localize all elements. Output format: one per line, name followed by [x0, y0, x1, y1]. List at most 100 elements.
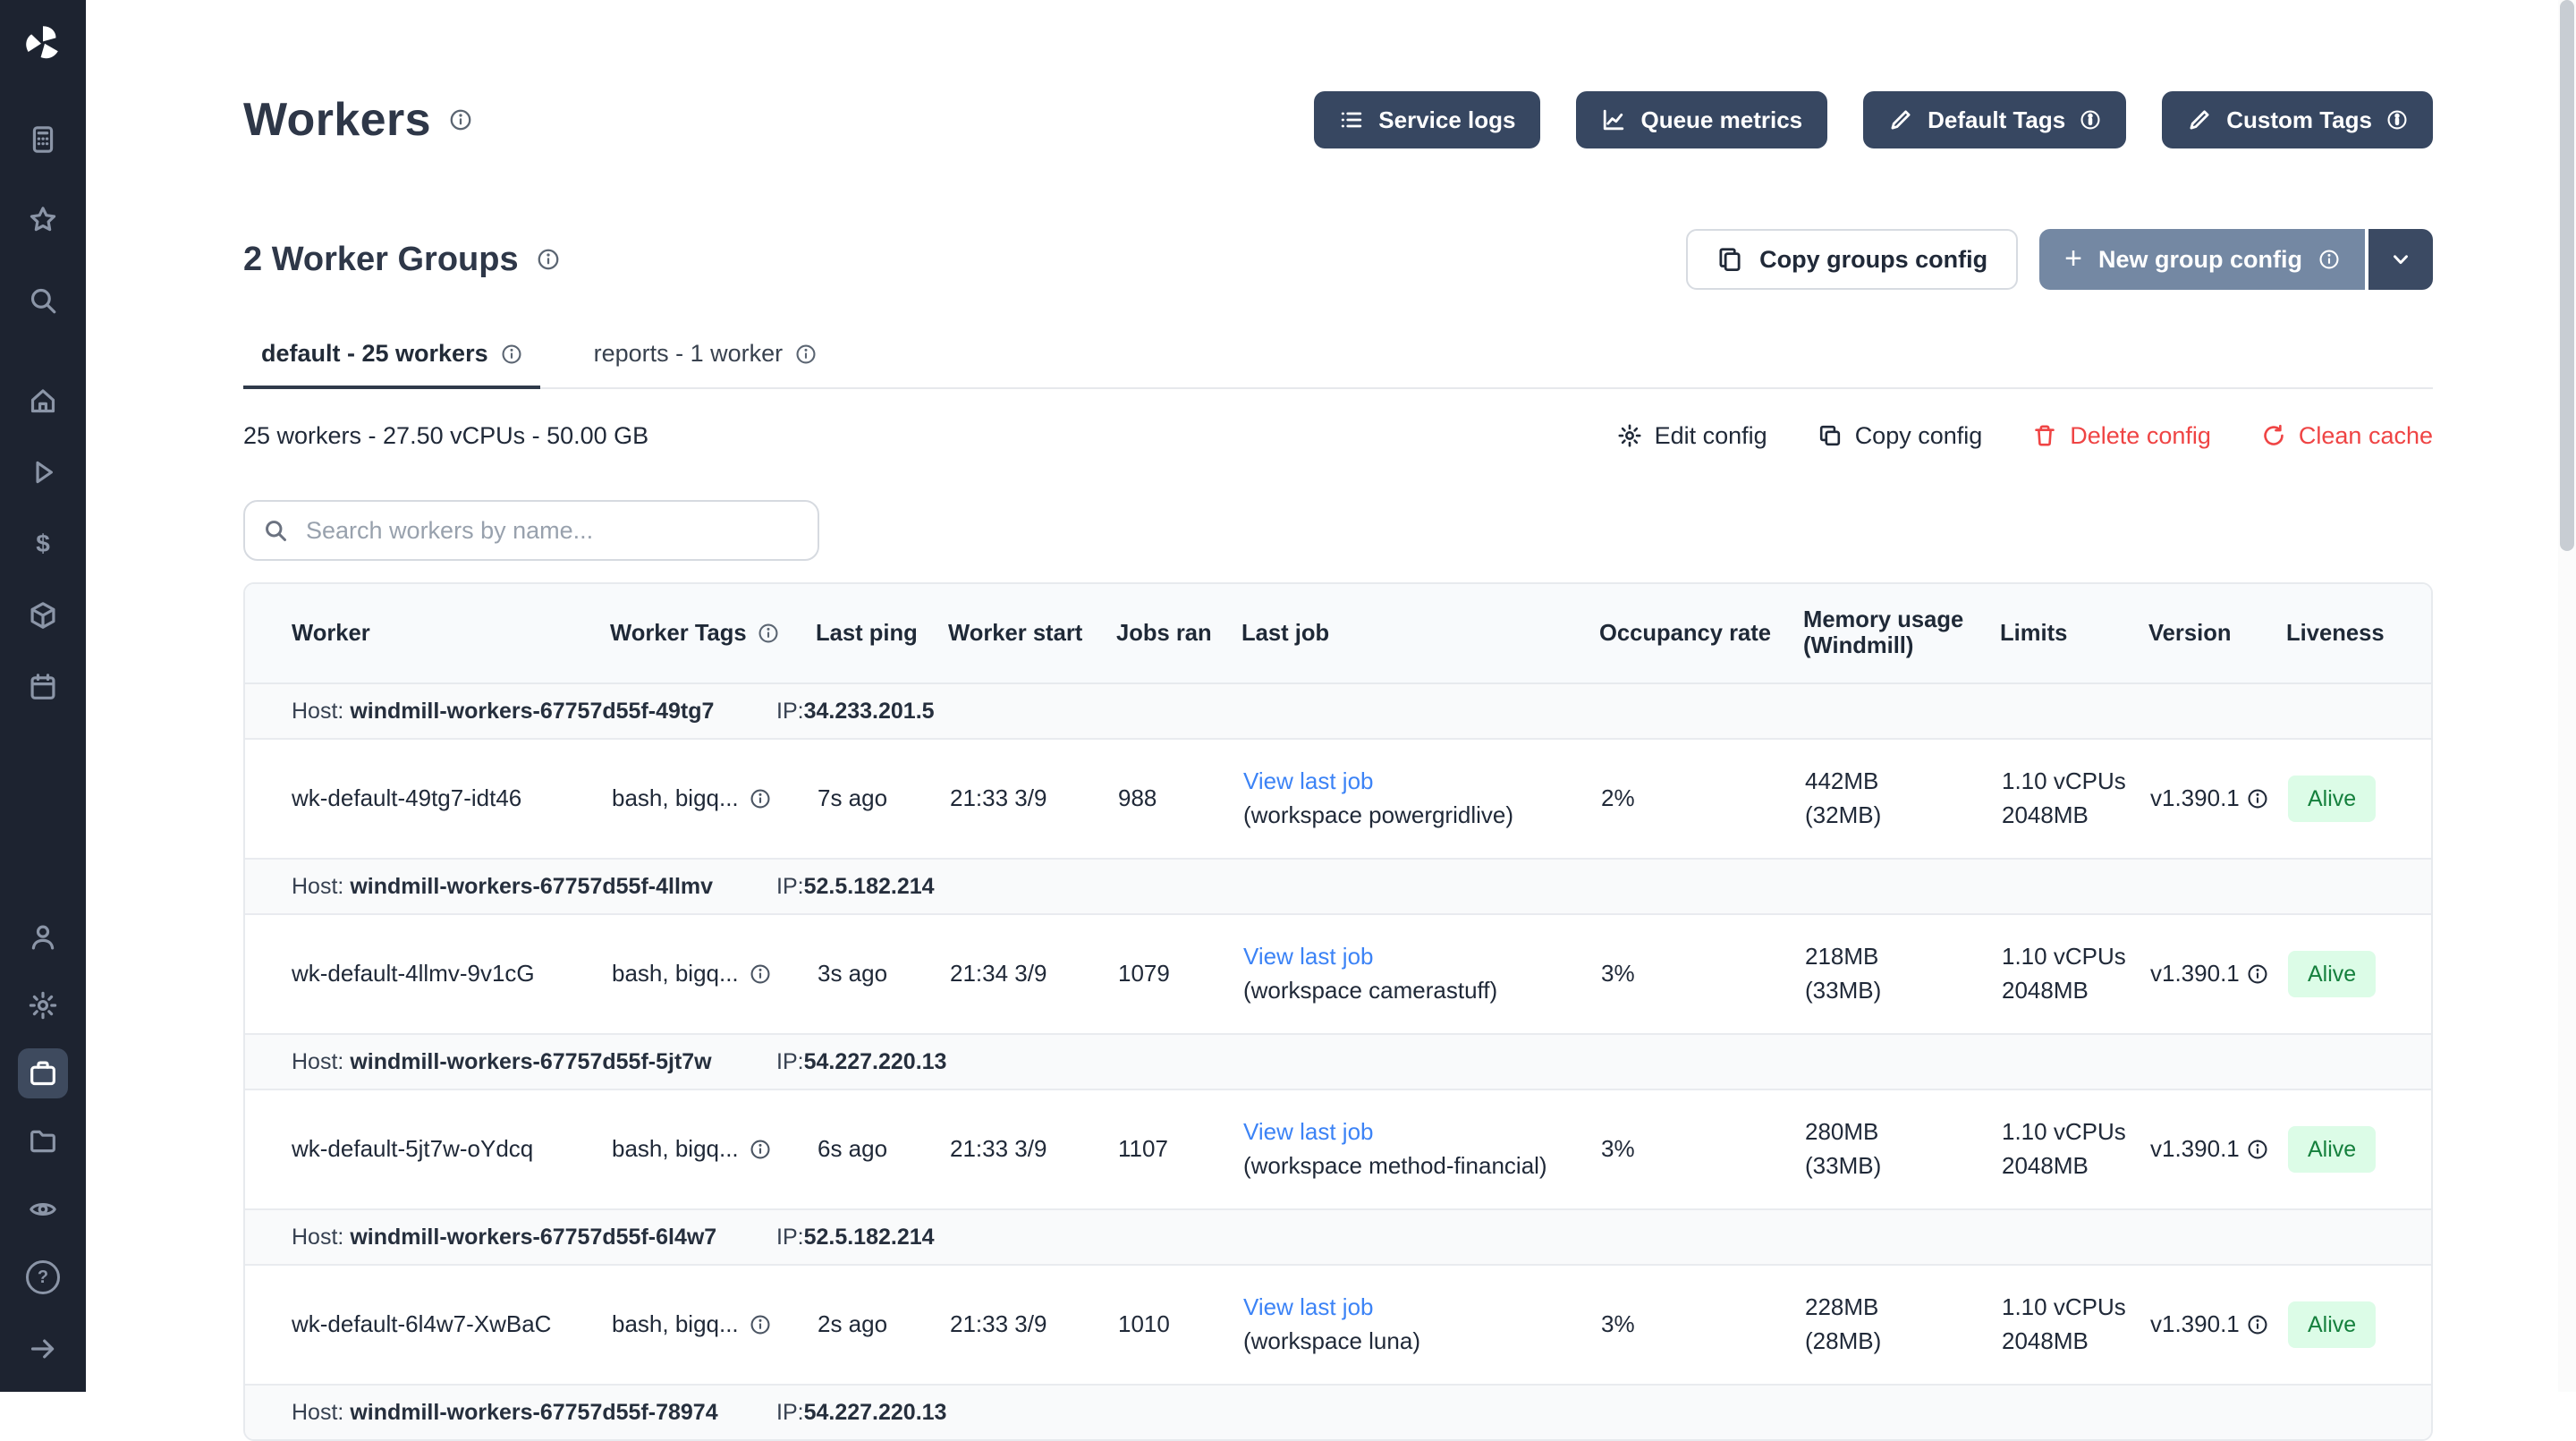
schedules-calendar-icon[interactable] — [18, 662, 68, 712]
view-last-job-link[interactable]: View last job — [1243, 1291, 1374, 1325]
last-job-workspace: (workspace powergridlive) — [1243, 799, 1585, 833]
service-logs-button[interactable]: Service logs — [1314, 91, 1540, 148]
workers-info-icon[interactable] — [449, 108, 472, 131]
help-icon[interactable]: ? — [18, 1252, 68, 1302]
table-header-row: Worker Worker Tags Last ping Worker star… — [245, 584, 2433, 683]
info-icon[interactable] — [750, 1139, 771, 1160]
worker-start: 21:33 3/9 — [948, 1089, 1116, 1209]
list-icon — [1339, 107, 1364, 132]
worker-groups-info-icon[interactable] — [537, 248, 560, 271]
col-occupancy-rate: Occupancy rate — [1599, 584, 1803, 683]
version: v1.390.1 — [2150, 782, 2240, 816]
liveness-badge: Alive — [2288, 1301, 2376, 1348]
occupancy-rate: 3% — [1599, 914, 1803, 1034]
folders-icon[interactable] — [18, 1116, 68, 1166]
workers-briefcase-icon[interactable] — [18, 1048, 68, 1098]
search-workers-input[interactable] — [302, 515, 800, 547]
occupancy-rate: 3% — [1599, 1265, 1803, 1385]
jobs-ran: 1010 — [1116, 1265, 1241, 1385]
page-header: Workers Service logs Queue metrics Defau… — [243, 86, 2433, 154]
plus-icon: + — [2064, 243, 2082, 274]
host-row: Host: windmill-workers-67757d55f-49tg7 I… — [245, 683, 2433, 739]
host-row: Host: windmill-workers-67757d55f-6l4w7 I… — [245, 1209, 2433, 1265]
info-icon[interactable] — [2247, 788, 2268, 810]
last-ping: 6s ago — [816, 1089, 948, 1209]
limits: 1.10 vCPUs 2048MB — [2000, 1265, 2148, 1385]
scrollbar-thumb[interactable] — [2560, 0, 2574, 551]
last-job-workspace: (workspace luna) — [1243, 1325, 1585, 1359]
tab-reports[interactable]: reports - 1 worker — [576, 329, 835, 389]
worker-start: 21:33 3/9 — [948, 1265, 1116, 1385]
windmill-logo-icon[interactable] — [0, 0, 86, 86]
limits: 1.10 vCPUs 2048MB — [2000, 914, 2148, 1034]
worker-name: wk-default-49tg7-idt46 — [245, 739, 610, 859]
favorites-star-icon[interactable] — [18, 195, 68, 245]
worker-groups-title: 2 Worker Groups — [243, 241, 519, 279]
apps-icon[interactable] — [18, 114, 68, 165]
group-summary: 25 workers - 27.50 vCPUs - 50.00 GB — [243, 422, 648, 450]
search-icon[interactable] — [18, 275, 68, 326]
home-icon[interactable] — [18, 376, 68, 426]
info-icon[interactable] — [750, 1314, 771, 1335]
new-group-config-split: + New group config — [2039, 229, 2433, 290]
header-actions: Service logs Queue metrics Default Tags … — [1314, 91, 2433, 148]
users-person-icon[interactable] — [18, 912, 68, 962]
memory-usage: 228MB (28MB) — [1803, 1265, 2000, 1385]
tab-default[interactable]: default - 25 workers — [243, 329, 540, 389]
last-job-workspace: (workspace method-financial) — [1243, 1149, 1585, 1183]
runs-play-icon[interactable] — [18, 447, 68, 497]
search-icon — [263, 518, 288, 543]
view-last-job-link[interactable]: View last job — [1243, 765, 1374, 799]
info-icon[interactable] — [758, 623, 779, 644]
usage-dollar-icon[interactable]: $ — [18, 519, 68, 569]
last-ping: 3s ago — [816, 914, 948, 1034]
info-icon[interactable] — [750, 963, 771, 985]
edit-config-button[interactable]: Edit config — [1617, 422, 1767, 450]
page-title: Workers — [243, 93, 431, 147]
new-group-config-button[interactable]: + New group config — [2039, 229, 2365, 290]
occupancy-rate: 3% — [1599, 1089, 1803, 1209]
worker-groups-header: 2 Worker Groups Copy groups config + New… — [243, 229, 2433, 290]
info-icon[interactable] — [2247, 1314, 2268, 1335]
default-tags-button[interactable]: Default Tags — [1863, 91, 2126, 148]
view-last-job-link[interactable]: View last job — [1243, 940, 1374, 974]
clean-cache-button[interactable]: Clean cache — [2261, 422, 2433, 450]
info-icon[interactable] — [2247, 1139, 2268, 1160]
audit-logs-eye-icon[interactable] — [18, 1184, 68, 1234]
worker-name: wk-default-5jt7w-oYdcq — [245, 1089, 610, 1209]
memory-usage: 442MB (32MB) — [1803, 739, 2000, 859]
queue-metrics-button[interactable]: Queue metrics — [1576, 91, 1827, 148]
trash-icon — [2032, 423, 2057, 448]
col-worker: Worker — [245, 584, 610, 683]
settings-gear-icon[interactable] — [18, 980, 68, 1030]
vertical-scrollbar[interactable] — [2558, 0, 2576, 1392]
last-ping: 2s ago — [816, 1265, 948, 1385]
info-icon — [2080, 109, 2101, 131]
col-last-job: Last job — [1241, 584, 1599, 683]
custom-tags-button[interactable]: Custom Tags — [2162, 91, 2433, 148]
resources-cube-icon[interactable] — [18, 590, 68, 640]
worker-row: wk-default-49tg7-idt46 bash, bigq... 7s … — [245, 739, 2433, 859]
new-group-config-dropdown-button[interactable] — [2368, 229, 2433, 290]
info-icon[interactable] — [2247, 963, 2268, 985]
jobs-ran: 1107 — [1116, 1089, 1241, 1209]
delete-config-button[interactable]: Delete config — [2032, 422, 2211, 450]
info-icon[interactable] — [750, 788, 771, 810]
copy-groups-config-button[interactable]: Copy groups config — [1686, 229, 2018, 290]
worker-group-tabs: default - 25 workers reports - 1 worker — [243, 329, 2433, 389]
collapse-sidebar-icon[interactable] — [18, 1324, 68, 1374]
info-icon — [501, 343, 522, 365]
copy-file-icon — [1716, 246, 1743, 273]
host-row: Host: windmill-workers-67757d55f-78974 I… — [245, 1385, 2433, 1439]
search-workers-box — [243, 500, 819, 561]
copy-config-button[interactable]: Copy config — [1818, 422, 1983, 450]
chart-line-icon — [1601, 107, 1626, 132]
worker-start: 21:33 3/9 — [948, 739, 1116, 859]
version: v1.390.1 — [2150, 957, 2240, 991]
worker-start: 21:34 3/9 — [948, 914, 1116, 1034]
view-last-job-link[interactable]: View last job — [1243, 1115, 1374, 1149]
host-row: Host: windmill-workers-67757d55f-4llmv I… — [245, 859, 2433, 914]
col-worker-start: Worker start — [948, 584, 1116, 683]
memory-usage: 218MB (33MB) — [1803, 914, 2000, 1034]
liveness-badge: Alive — [2288, 1126, 2376, 1173]
